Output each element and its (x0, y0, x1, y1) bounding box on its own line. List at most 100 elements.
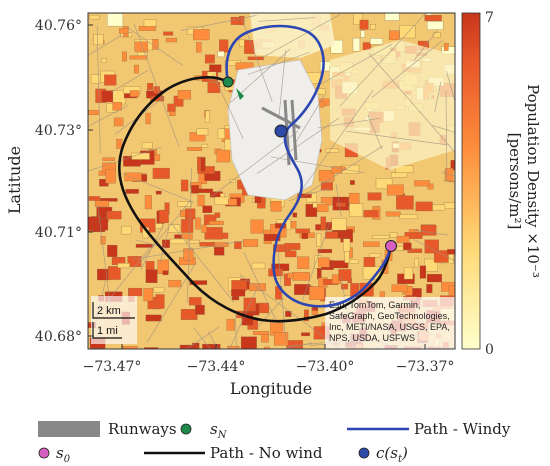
population-block (128, 287, 143, 297)
road-segment (133, 23, 180, 147)
population-block (371, 235, 390, 239)
population-block (250, 219, 264, 234)
population-block (169, 238, 187, 245)
population-block (388, 30, 400, 41)
population-block (100, 218, 109, 231)
population-block (414, 180, 430, 187)
population-block (385, 211, 401, 217)
population-block (338, 269, 352, 281)
road-segment (88, 34, 122, 56)
road-segment (278, 50, 286, 120)
x-tick-1: −73.47° (83, 359, 142, 375)
open-area-north (250, 13, 335, 58)
road-segment (139, 199, 192, 264)
population-block (214, 196, 231, 205)
road-segment (193, 327, 211, 349)
population-block (180, 179, 189, 192)
population-block (88, 110, 100, 115)
population-block (309, 286, 325, 300)
population-block (270, 200, 282, 212)
population-block (188, 297, 202, 306)
population-block (291, 221, 297, 229)
population-block (242, 239, 259, 247)
population-block (107, 13, 124, 27)
population-block (90, 74, 101, 84)
population-block (200, 157, 206, 172)
population-block (343, 238, 351, 252)
road-segment (140, 224, 164, 270)
road-segment (413, 30, 438, 61)
road-segment (261, 14, 341, 59)
s-0-marker (385, 240, 397, 252)
population-block (106, 210, 122, 220)
population-block (359, 19, 369, 30)
scale-mi-label: 1 mi (97, 325, 118, 337)
road-segment (446, 71, 455, 103)
population-block (141, 142, 153, 149)
road-segment (212, 73, 244, 139)
road-segment (295, 90, 374, 199)
population-block (325, 231, 339, 239)
population-block (352, 37, 361, 52)
population-block (319, 61, 331, 72)
population-block (419, 265, 427, 279)
road-segment (186, 168, 192, 303)
population-block (286, 340, 304, 349)
population-block (399, 214, 418, 220)
population-block (198, 188, 213, 193)
population-block (155, 190, 162, 195)
legend-c-st-label: c(st) (376, 444, 408, 465)
road-segment (132, 240, 244, 260)
road-segment (235, 314, 237, 349)
road-segment (367, 114, 383, 150)
population-block (145, 112, 151, 125)
population-block (301, 332, 310, 337)
x-tick-2: −73.44° (187, 359, 246, 375)
x-axis-label: Longitude (230, 379, 312, 398)
road-segment (88, 105, 128, 127)
c-st-marker (274, 124, 288, 138)
y-tick-3: 40.71° (35, 225, 82, 241)
attribution-line-3: Inc, METI/NASA, USGS, EPA, (329, 322, 450, 332)
road-segment (257, 298, 284, 328)
population-blocks (88, 13, 455, 349)
population-block (312, 306, 319, 311)
population-block (155, 294, 165, 309)
attribution-line-1: Esri, TomTom, Garmin, (329, 300, 420, 310)
s-n-direction-marker (236, 88, 244, 100)
population-block (403, 242, 412, 251)
road-segment (277, 245, 287, 342)
population-block (187, 147, 203, 151)
population-block (360, 30, 366, 38)
population-block (386, 184, 404, 196)
x-tick-4: −73.37° (396, 359, 455, 375)
population-block (193, 29, 210, 41)
population-block (332, 260, 349, 269)
population-block (320, 216, 326, 231)
population-block (89, 14, 100, 20)
population-block (433, 250, 449, 263)
scale-bar: 2 km 1 mi (91, 296, 137, 344)
x-axis: −73.47° −73.44° −73.40° −73.37° Longitud… (83, 344, 455, 398)
road-segment (335, 184, 342, 218)
open-area-east (330, 40, 455, 170)
population-block (129, 90, 140, 97)
population-block (207, 71, 217, 80)
population-block (284, 250, 297, 258)
population-block (94, 200, 109, 207)
population-block (363, 209, 379, 218)
population-block (316, 233, 322, 247)
population-block (341, 283, 348, 290)
road-segment (170, 222, 235, 303)
population-block (391, 284, 408, 292)
legend-s-0-marker (38, 447, 50, 459)
population-block (367, 192, 382, 201)
population-block (335, 202, 346, 207)
road-segment (110, 69, 149, 93)
population-block (134, 41, 148, 52)
population-block (217, 128, 225, 139)
population-block (228, 198, 238, 206)
road-segment (256, 117, 339, 174)
population-block (305, 204, 318, 217)
